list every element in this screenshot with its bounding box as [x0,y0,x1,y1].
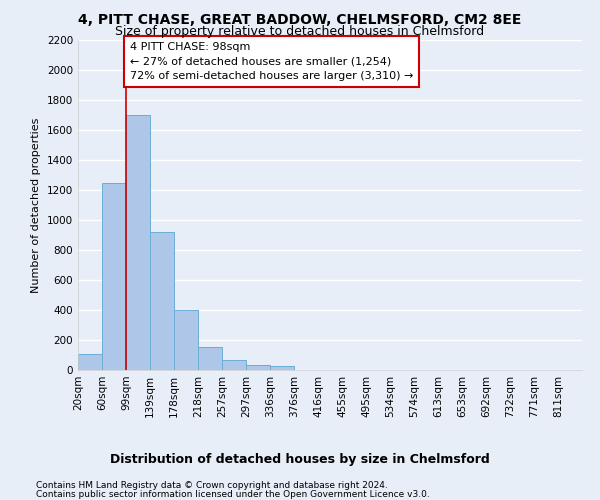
Y-axis label: Number of detached properties: Number of detached properties [31,118,41,292]
Text: Contains public sector information licensed under the Open Government Licence v3: Contains public sector information licen… [36,490,430,499]
Bar [126,115,149,370]
Text: 4 PITT CHASE: 98sqm
← 27% of detached houses are smaller (1,254)
72% of semi-det: 4 PITT CHASE: 98sqm ← 27% of detached ho… [130,42,413,81]
Bar [246,365,270,370]
Bar [222,360,245,370]
Bar [198,347,222,370]
Bar [78,354,101,370]
Bar [102,182,126,370]
Text: Distribution of detached houses by size in Chelmsford: Distribution of detached houses by size … [110,452,490,466]
Bar [150,232,174,370]
Bar [174,310,197,370]
Bar [270,366,293,370]
Text: 4, PITT CHASE, GREAT BADDOW, CHELMSFORD, CM2 8EE: 4, PITT CHASE, GREAT BADDOW, CHELMSFORD,… [79,12,521,26]
Text: Contains HM Land Registry data © Crown copyright and database right 2024.: Contains HM Land Registry data © Crown c… [36,481,388,490]
Text: Size of property relative to detached houses in Chelmsford: Size of property relative to detached ho… [115,25,485,38]
